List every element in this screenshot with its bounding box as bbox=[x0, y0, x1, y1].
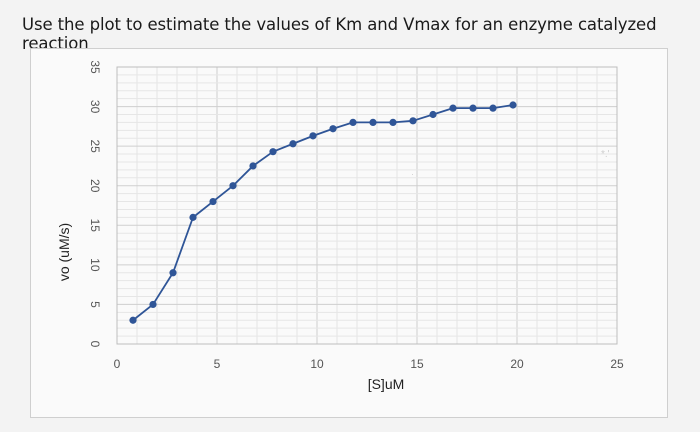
data-point bbox=[249, 162, 257, 170]
y-tick-label: 25 bbox=[88, 139, 102, 153]
data-point bbox=[409, 117, 417, 125]
x-tick-label: 5 bbox=[214, 357, 221, 371]
data-point bbox=[429, 110, 437, 119]
y-tick-label: 15 bbox=[88, 219, 102, 233]
data-point bbox=[169, 269, 177, 277]
grid bbox=[116, 66, 618, 345]
y-tick-label: 30 bbox=[88, 100, 102, 114]
data-point bbox=[349, 118, 357, 126]
y-tick-label: 35 bbox=[88, 60, 102, 74]
data-point bbox=[369, 118, 377, 126]
data-point bbox=[149, 300, 157, 309]
enzyme-kinetics-chart: 0 5 10 15 20 25 30 35 0 5 10 15 20 25 [S]uM vo (uM/s… bbox=[56, 60, 624, 392]
y-tick-label: 10 bbox=[88, 258, 102, 272]
data-point bbox=[269, 148, 277, 156]
data-point bbox=[309, 132, 317, 140]
data-point bbox=[449, 104, 457, 112]
x-tick-label: 25 bbox=[610, 357, 624, 371]
x-tick-label: 15 bbox=[410, 357, 424, 371]
y-axis-title: vo (uM/s) bbox=[56, 223, 72, 281]
y-tick-label: 20 bbox=[88, 179, 102, 193]
data-point bbox=[209, 197, 217, 206]
x-tick-label: 10 bbox=[310, 357, 324, 371]
y-tick-label: 0 bbox=[88, 341, 102, 348]
y-tick-label: 5 bbox=[88, 301, 102, 308]
plot-border bbox=[116, 66, 618, 345]
y-tick-labels: 0 5 10 15 20 25 30 35 bbox=[88, 60, 102, 347]
series-area bbox=[129, 101, 517, 324]
data-point bbox=[469, 104, 477, 112]
data-point bbox=[289, 140, 297, 148]
data-point bbox=[129, 316, 137, 324]
chart-frame: 0 5 10 15 20 25 30 35 0 5 10 15 20 25 [S]uM vo (uM/s… bbox=[30, 48, 668, 418]
x-tick-labels: 0 5 10 15 20 25 bbox=[114, 357, 624, 371]
data-point bbox=[329, 125, 337, 133]
stray-mark: · bbox=[411, 169, 414, 179]
data-point bbox=[509, 101, 517, 109]
x-axis-title: [S]uM bbox=[368, 376, 405, 392]
stray-mark: *.' bbox=[601, 149, 610, 160]
x-tick-label: 20 bbox=[510, 357, 524, 371]
data-point bbox=[229, 182, 237, 190]
data-point bbox=[489, 104, 497, 112]
data-point bbox=[389, 118, 397, 126]
series-line bbox=[132, 104, 514, 321]
x-tick-label: 0 bbox=[114, 357, 121, 371]
data-point bbox=[189, 213, 197, 221]
